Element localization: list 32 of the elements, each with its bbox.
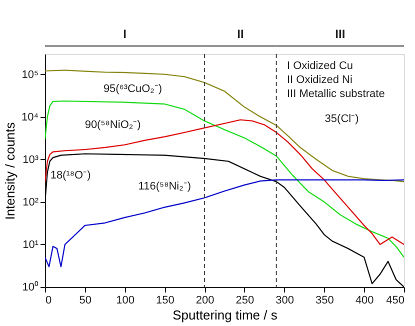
text: I (123, 27, 126, 41)
y-tick-label: 10⁰ (22, 280, 38, 294)
x-tick-label: 50 (79, 294, 92, 306)
x-tick-label: 350 (316, 294, 334, 306)
y-tick-label: 10¹ (22, 238, 39, 251)
annotation: II Oxidized Ni (287, 74, 352, 86)
x-tick-label: 150 (156, 294, 174, 306)
x-tick-label: 400 (355, 294, 374, 306)
annotation: I Oxidized Cu (287, 60, 354, 72)
x-tick-label: 200 (196, 294, 214, 306)
x-tick-label: 100 (116, 294, 134, 306)
text: II (237, 27, 244, 41)
series-label: 95(⁶³CuO₂⁻) (103, 83, 162, 96)
y-tick-label: 10⁴ (22, 111, 39, 124)
y-tick-label: 10⁵ (22, 68, 38, 81)
y-tick-label: 10² (22, 196, 39, 208)
text: III (335, 27, 346, 41)
line-series (45, 100, 404, 258)
y-axis-title: Intensity / counts (2, 122, 18, 220)
series-label: 90(⁵⁸NiO₂⁻) (84, 118, 141, 131)
annotation: III Metallic substrate (287, 88, 385, 100)
x-tick-label: 300 (276, 294, 294, 306)
x-tick-label: 250 (236, 294, 254, 306)
series-label: 18(¹⁸O⁻) (50, 169, 91, 182)
x-axis-title: Sputtering time / s (172, 308, 278, 322)
series-label: 116(⁵⁸Ni₂⁻) (138, 180, 192, 193)
line-series (45, 70, 404, 182)
x-tick-label: 450 (386, 294, 404, 306)
line-series (45, 179, 404, 268)
text: 35(Cl⁻) (324, 112, 359, 125)
y-tick-label: 10³ (22, 154, 39, 166)
x-tick-label: 0 (46, 294, 52, 306)
